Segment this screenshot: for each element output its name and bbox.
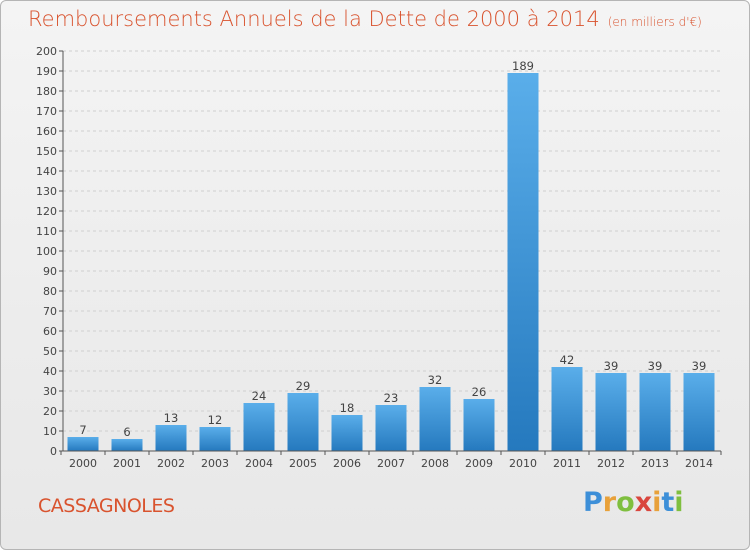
y-tick-label: 40 [43, 365, 57, 378]
y-axis-tick-labels: 0 10 20 30 40 50 60 70 80 90 100 110 120 130 140 150 160… [36, 45, 63, 458]
x-tick-label: 2007 [377, 457, 405, 470]
bar-2012 [595, 373, 627, 451]
bar-2007 [375, 405, 407, 451]
logo-letter: o [616, 487, 635, 518]
data-label: 29 [296, 379, 311, 393]
bar-2002 [155, 425, 187, 451]
data-label: 18 [340, 401, 355, 415]
x-tick-label: 2014 [685, 457, 713, 470]
y-tick-label: 100 [36, 245, 57, 258]
x-tick-label: 2000 [69, 457, 97, 470]
x-tick-label: 2008 [421, 457, 449, 470]
data-label: 32 [428, 373, 443, 387]
y-tick-label: 130 [36, 185, 57, 198]
proxiti-logo: Proxiti [583, 487, 684, 518]
data-label: 12 [208, 413, 223, 427]
bar-2006 [331, 415, 363, 451]
bar-2011 [551, 367, 583, 451]
y-tick-label: 70 [43, 305, 57, 318]
data-label: 189 [512, 59, 534, 73]
logo-letter: x [634, 487, 653, 518]
x-tick-label: 2012 [597, 457, 625, 470]
axes [62, 51, 721, 452]
logo-letter: P [583, 487, 603, 518]
bar-2009 [463, 399, 495, 451]
y-tick-label: 160 [36, 125, 57, 138]
data-label: 13 [164, 411, 179, 425]
logo-letter: i [674, 487, 684, 518]
data-label: 39 [692, 359, 707, 373]
y-tick-label: 170 [36, 105, 57, 118]
x-tick-label: 2005 [289, 457, 317, 470]
x-tick-label: 2002 [157, 457, 185, 470]
bar-2013 [639, 373, 671, 451]
city-name: CASSAGNOLES [38, 495, 175, 517]
logo-letter: r [602, 487, 617, 518]
x-axis-tick-labels: 2000 2001 2002 2003 2004 2005 2006 2007 2008 2009… [60, 451, 722, 470]
chart-title: Remboursements Annuels de la Dette de 20… [28, 7, 702, 31]
y-tick-label: 20 [43, 405, 57, 418]
data-label: 39 [648, 359, 663, 373]
y-tick-label: 90 [43, 265, 57, 278]
data-label: 6 [123, 425, 130, 439]
x-tick-label: 2006 [333, 457, 361, 470]
x-tick-label: 2009 [465, 457, 493, 470]
bars [67, 73, 715, 451]
y-tick-label: 150 [36, 145, 57, 158]
bar-2000 [67, 437, 99, 451]
bar-2005 [287, 393, 319, 451]
bar-2014 [683, 373, 715, 451]
x-tick-label: 2003 [201, 457, 229, 470]
y-tick-label: 80 [43, 285, 57, 298]
bar-value-labels: 7 6 13 12 24 29 18 23 32 26 189 42 39 39 39 [79, 59, 706, 439]
x-tick-label: 2011 [553, 457, 581, 470]
y-tick-label: 60 [43, 325, 57, 338]
y-tick-label: 190 [36, 65, 57, 78]
x-tick-label: 2001 [113, 457, 141, 470]
data-label: 26 [472, 385, 487, 399]
y-tick-label: 140 [36, 165, 57, 178]
data-label: 7 [79, 423, 86, 437]
y-tick-label: 0 [50, 445, 57, 458]
chart-unit-label: (en milliers d'€) [607, 15, 702, 29]
x-tick-label: 2004 [245, 457, 273, 470]
data-label: 39 [604, 359, 619, 373]
y-tick-label: 120 [36, 205, 57, 218]
y-tick-label: 50 [43, 345, 57, 358]
bar-2003 [199, 427, 231, 451]
y-tick-label: 110 [36, 225, 57, 238]
data-label: 24 [252, 389, 267, 403]
y-tick-label: 10 [43, 425, 57, 438]
y-tick-label: 30 [43, 385, 57, 398]
bar-2010 [507, 73, 539, 451]
y-tick-label: 200 [36, 45, 57, 58]
bar-2004 [243, 403, 275, 451]
bar-2008 [419, 387, 451, 451]
data-label: 42 [560, 353, 575, 367]
bar-2001 [111, 439, 143, 451]
logo-letter: i [652, 487, 662, 518]
chart-title-text: Remboursements Annuels de la Dette de 20… [28, 7, 600, 31]
x-tick-label: 2013 [641, 457, 669, 470]
logo-letter: t [661, 487, 675, 518]
y-tick-label: 180 [36, 85, 57, 98]
x-tick-label: 2010 [509, 457, 537, 470]
data-label: 23 [384, 391, 399, 405]
